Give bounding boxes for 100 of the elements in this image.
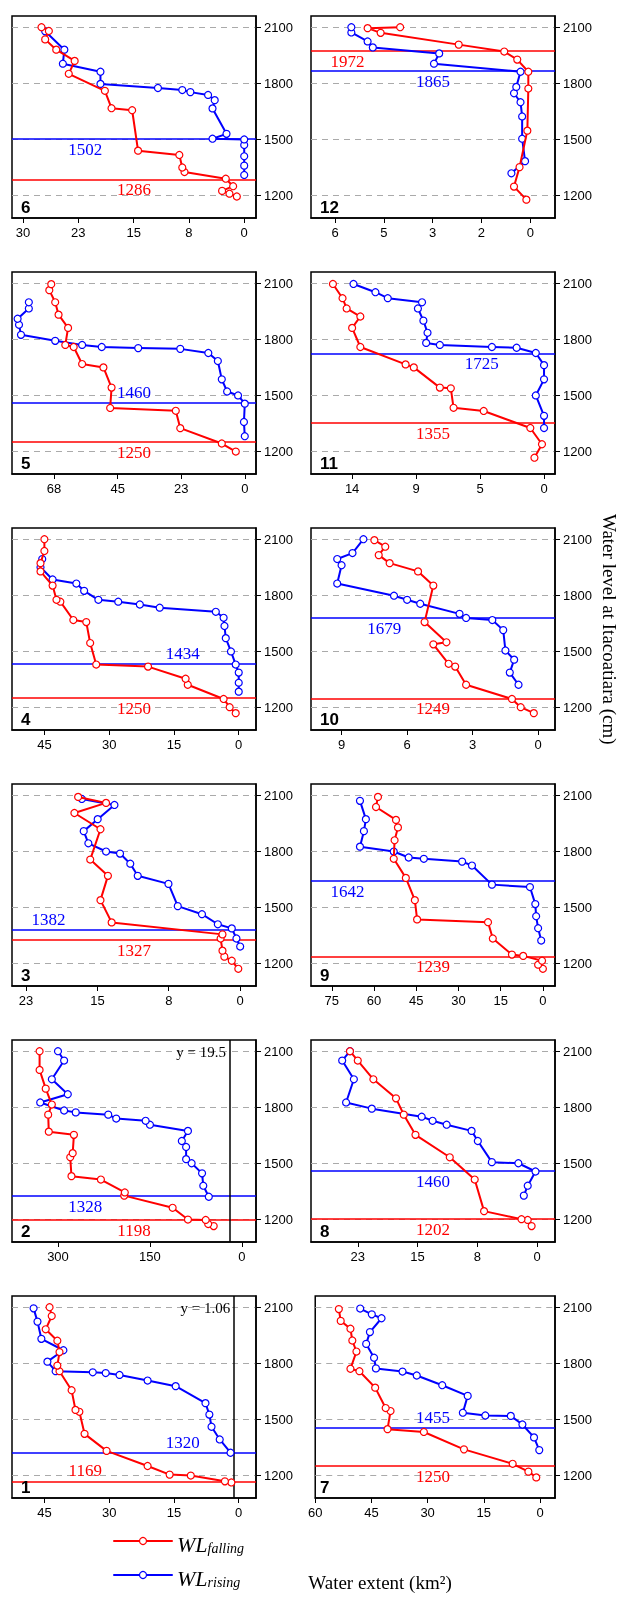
x-tick-label: 15	[166, 1505, 182, 1520]
ref-line-label: 1320	[165, 1433, 200, 1453]
y-tick-label: 1800	[264, 587, 293, 603]
y-tick-label: 1200	[264, 956, 293, 972]
legend-label: WLrising	[177, 1565, 241, 1591]
x-tick-label: 3	[429, 225, 437, 240]
x-tick-label: 15	[90, 993, 105, 1008]
y-tick-label: 2100	[563, 1043, 592, 1059]
x-tick-label: 3	[469, 737, 477, 752]
x-tick-label: 15	[166, 737, 182, 752]
y-tick-label: 1800	[563, 331, 592, 347]
x-tick-label: 15	[126, 225, 141, 240]
ref-line-label: 1327	[117, 940, 152, 960]
ref-line-label: 1679	[367, 618, 402, 638]
x-tick-label: 150	[139, 1249, 161, 1264]
y-tick-label: 1200	[264, 188, 293, 204]
ref-line-label: 1972	[330, 52, 365, 72]
y-tick-label: 2100	[264, 787, 293, 803]
ref-line-label: 1250	[117, 443, 151, 463]
x-tick-label: 15	[493, 993, 508, 1008]
x-tick-label: 6	[403, 737, 411, 752]
ref-line-label: 1249	[416, 699, 450, 719]
ref-line-label: 1460	[117, 382, 151, 402]
x-tick-label: 30	[101, 737, 117, 752]
ref-line-label: 1250	[117, 699, 151, 719]
ref-line-label: 1865	[416, 72, 450, 92]
x-tick-label: 0	[235, 1505, 243, 1520]
text: 10	[320, 710, 339, 729]
x-tick-label: 8	[185, 225, 193, 240]
text: 8	[320, 1222, 330, 1241]
y-tick-label: 1800	[264, 1355, 293, 1371]
x-tick-label: 6	[331, 225, 339, 240]
text: 5	[21, 454, 31, 473]
y-tick-label: 1800	[264, 331, 293, 347]
y-tick-label: 1200	[563, 188, 592, 204]
ref-line-label: 1198	[117, 1220, 151, 1240]
x-tick-label: 8	[473, 1249, 481, 1264]
ref-line-label: 1328	[68, 1196, 103, 1216]
x-tick-label: 75	[324, 993, 340, 1008]
legend-label: WLfalling	[177, 1531, 245, 1557]
ref-line-label: 1250	[416, 1467, 450, 1487]
x-tick-label: 0	[238, 1249, 246, 1264]
x-tick-label: 30	[451, 993, 466, 1008]
x-tick-label: 300	[47, 1249, 69, 1264]
y-tick-label: 1500	[563, 1411, 592, 1427]
y-tick-label: 1800	[264, 843, 293, 859]
y-tick-label: 1500	[264, 1411, 293, 1427]
y-tick-label: 1500	[563, 387, 592, 403]
x-tick-label: 0	[236, 993, 244, 1008]
x-tick-label: 9	[412, 481, 420, 496]
x-tick-label: 45	[364, 1505, 379, 1520]
x-tick-label: 60	[308, 1505, 323, 1520]
ref-line-label: 1239	[416, 957, 450, 977]
x-tick-label: 9	[337, 737, 346, 752]
ref-line-label: 1286	[117, 180, 151, 200]
x-tick-label: 23	[173, 481, 189, 496]
y-tick-label: 1800	[563, 1099, 592, 1115]
y-tick-label: 1200	[264, 700, 293, 716]
x-tick-label: 45	[110, 481, 125, 496]
ref-line-label: 1434	[165, 643, 201, 663]
text: 12	[320, 198, 339, 217]
text: 7	[320, 1478, 330, 1497]
y-tick-label: 1200	[563, 956, 592, 972]
y-tick-label: 1800	[264, 1099, 293, 1115]
x-tick-label: 0	[533, 1249, 541, 1264]
y-tick-label: 1500	[264, 387, 293, 403]
text: 9	[320, 966, 330, 985]
y-tick-label: 2100	[563, 787, 592, 803]
ref-line-label: 1382	[31, 909, 66, 929]
x-tick-label: 0	[540, 481, 548, 496]
y-tick-label: 2100	[563, 19, 592, 35]
y-tick-label: 1800	[563, 587, 592, 603]
y-tick-label: 1200	[264, 1468, 293, 1484]
x-tick-label: 0	[536, 1505, 544, 1520]
text: 1	[21, 1478, 31, 1497]
x-tick-label: 2	[477, 225, 486, 240]
y-tick-label: 2100	[264, 19, 293, 35]
y-tick-label: 1500	[264, 1155, 293, 1171]
y-tick-label: 2100	[563, 531, 592, 547]
y-tick-label: 1200	[264, 444, 293, 460]
ref-line-label: 1355	[416, 423, 450, 443]
ref-line-label: 1460	[416, 1171, 450, 1191]
y-tick-label: 2100	[264, 1043, 293, 1059]
y-tick-label: 1200	[563, 444, 592, 460]
y-tick-label: 2100	[264, 1299, 293, 1315]
text: 6	[21, 198, 31, 217]
ref-line-label: 1725	[464, 354, 499, 374]
y-tick-label: 1200	[264, 1212, 293, 1228]
y-tick-label: 1800	[563, 75, 592, 91]
y-tick-label: 1800	[563, 843, 592, 859]
x-tick-label: 5	[476, 481, 484, 496]
x-tick-label: 60	[366, 993, 382, 1008]
x-tick-label: 23	[71, 225, 86, 240]
y-tick-label: 1200	[563, 1468, 592, 1484]
x-tick-label: 23	[350, 1249, 366, 1264]
x-tick-label: 0	[539, 993, 547, 1008]
ref-line-label: y = 19.5	[176, 1043, 226, 1060]
ref-line-label: 1642	[330, 881, 365, 901]
y-tick-label: 1500	[264, 131, 293, 147]
x-tick-label: 0	[526, 225, 534, 240]
